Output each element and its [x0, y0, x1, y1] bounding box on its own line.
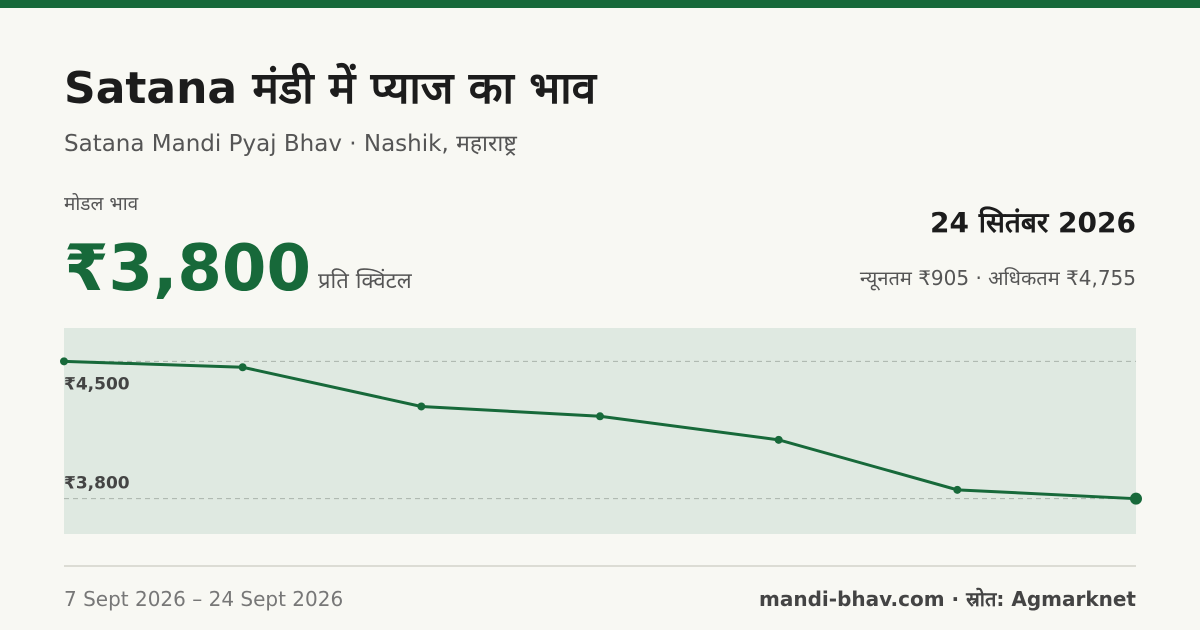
price: ₹3,800	[64, 232, 311, 306]
price-label: मोडल भाव	[64, 192, 139, 215]
point	[1130, 492, 1142, 505]
point	[238, 363, 247, 372]
subtitle: Satana Mandi Pyaj Bhav · Nashik, महाराष्…	[64, 131, 517, 157]
point	[60, 357, 68, 366]
point	[417, 402, 426, 411]
y-tick-label: ₹3,800	[64, 474, 130, 494]
price-unit: प्रति क्विंटल	[318, 268, 413, 294]
chart-area	[64, 328, 1136, 534]
point	[774, 435, 783, 444]
min-max: न्यूनतम ₹905 · अधिकतम ₹4,755	[860, 266, 1136, 291]
footer-source: mandi-bhav.com · स्रोत: Agmarknet	[759, 587, 1136, 611]
footer-dates: 7 Sept 2026 – 24 Sept 2026	[64, 587, 343, 611]
title: Satana मंडी में प्याज का भाव	[64, 62, 598, 114]
top-bar	[0, 0, 1200, 8]
chart: ₹4,500 ₹3,800	[60, 357, 1142, 505]
y-tick-label: ₹4,500	[64, 374, 130, 394]
date: 24 सितंबर 2026	[930, 206, 1136, 239]
point	[953, 485, 962, 494]
point	[596, 412, 604, 421]
